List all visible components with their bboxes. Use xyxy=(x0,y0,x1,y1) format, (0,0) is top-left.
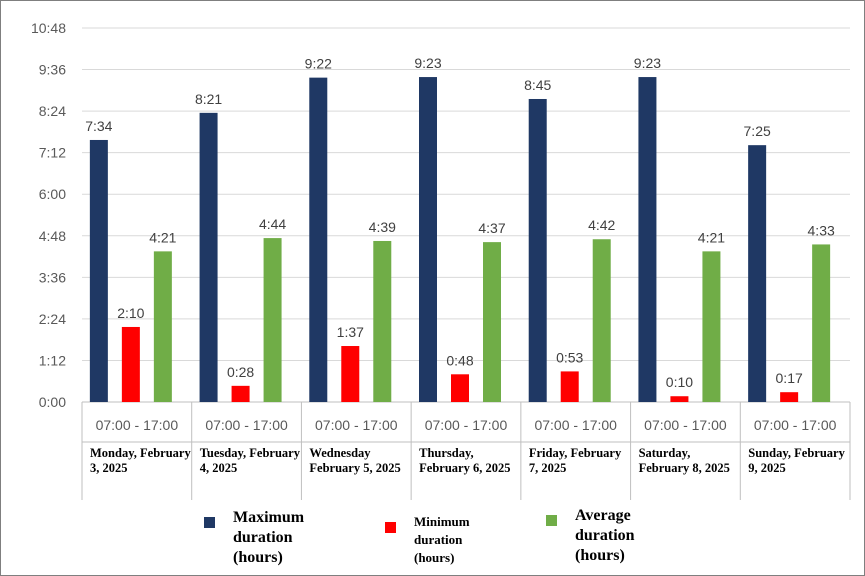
y-tick-label: 1:12 xyxy=(39,352,66,368)
data-label: 4:44 xyxy=(259,216,286,232)
y-tick-label: 0:00 xyxy=(39,394,66,410)
day-label: Saturday, February 8, 2025 xyxy=(638,446,730,475)
legend-label: Minimum duration (hours) xyxy=(414,514,470,565)
bar-max xyxy=(199,112,218,402)
data-label: 9:22 xyxy=(305,56,332,72)
data-label: 0:28 xyxy=(227,364,254,380)
bar-min xyxy=(451,374,469,402)
bar-min xyxy=(231,385,250,402)
x-tick-label: 07:00 - 17:00 xyxy=(534,417,617,433)
legend-swatch xyxy=(204,517,215,528)
bar-max xyxy=(419,77,437,402)
data-label: 4:21 xyxy=(149,229,176,245)
data-label: 8:21 xyxy=(195,91,222,107)
y-tick-label: 10:48 xyxy=(31,20,66,36)
bar-avg xyxy=(592,239,611,402)
bar-min xyxy=(121,326,140,402)
x-tick-label: 07:00 - 17:00 xyxy=(425,417,508,433)
data-label: 9:23 xyxy=(414,55,441,71)
legend-swatch xyxy=(385,522,396,533)
data-label: 2:10 xyxy=(117,305,144,321)
data-label: 0:48 xyxy=(446,352,473,368)
bar-avg xyxy=(373,240,392,402)
x-tick-label: 07:00 - 17:00 xyxy=(315,417,398,433)
data-label: 0:17 xyxy=(776,370,803,386)
bar-max xyxy=(528,98,547,403)
data-label: 4:39 xyxy=(369,219,396,235)
x-tick-label: 07:00 - 17:00 xyxy=(96,417,179,433)
data-label: 9:23 xyxy=(634,55,661,71)
legend-label: Maximum duration (hours) xyxy=(233,509,305,566)
data-label: 8:45 xyxy=(524,77,551,93)
bar-max xyxy=(89,139,108,403)
bar-max xyxy=(638,77,657,402)
legend-item: Average duration (hours) xyxy=(546,506,675,566)
day-label: Monday, February 3, 2025 xyxy=(90,446,191,475)
day-label: Wednesday February 5, 2025 xyxy=(309,446,401,475)
y-tick-label: 6:00 xyxy=(39,186,66,202)
bar-min xyxy=(670,396,689,402)
day-label: Friday, February 7, 2025 xyxy=(528,446,622,475)
legend-label: Average duration (hours) xyxy=(575,507,635,564)
bar-min xyxy=(341,346,360,402)
legend-swatch xyxy=(546,515,557,526)
day-label: Thursday, February 6, 2025 xyxy=(419,446,511,475)
data-label: 4:42 xyxy=(588,217,615,233)
data-label: 4:21 xyxy=(698,229,725,245)
bar-avg xyxy=(153,251,172,402)
bar-max xyxy=(748,145,767,402)
data-label: 7:25 xyxy=(744,123,771,139)
bar-min xyxy=(560,371,579,402)
bar-avg xyxy=(483,242,501,402)
y-tick-label: 2:24 xyxy=(39,311,66,327)
data-label: 0:10 xyxy=(666,374,693,390)
data-label: 7:34 xyxy=(85,118,112,134)
bar-avg xyxy=(812,244,831,402)
y-tick-label: 7:12 xyxy=(39,145,66,161)
y-tick-label: 9:36 xyxy=(39,62,66,78)
day-label: Sunday, February 9, 2025 xyxy=(748,446,845,475)
bar-min xyxy=(780,392,799,402)
data-label: 4:33 xyxy=(808,222,835,238)
x-tick-label: 07:00 - 17:00 xyxy=(754,417,837,433)
x-tick-label: 07:00 - 17:00 xyxy=(644,417,727,433)
legend-item: Minimum duration (hours) xyxy=(385,513,504,567)
data-label: 0:53 xyxy=(556,349,583,365)
y-tick-label: 4:48 xyxy=(39,228,66,244)
y-tick-label: 8:24 xyxy=(39,103,66,119)
legend-item: Maximum duration (hours) xyxy=(204,508,333,568)
x-tick-label: 07:00 - 17:00 xyxy=(205,417,288,433)
y-tick-label: 3:36 xyxy=(39,269,66,285)
bar-avg xyxy=(263,238,282,402)
data-label: 1:37 xyxy=(337,324,364,340)
data-label: 4:37 xyxy=(478,220,505,236)
bar-avg xyxy=(702,251,721,402)
day-label: Tuesday, February 4, 2025 xyxy=(199,446,300,475)
bar-max xyxy=(309,77,328,402)
